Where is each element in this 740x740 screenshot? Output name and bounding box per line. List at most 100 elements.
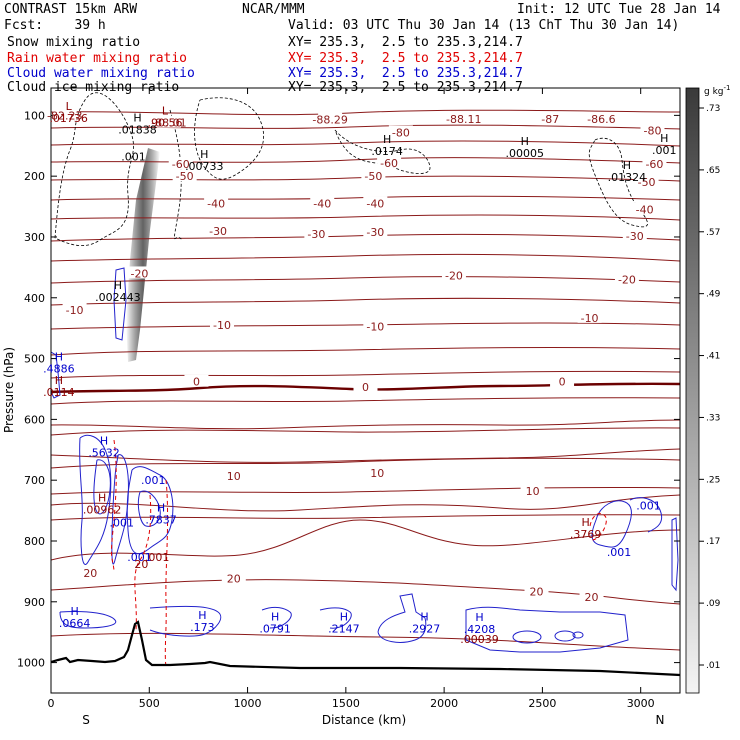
isotherm-line	[51, 157, 680, 164]
isotherm-line	[51, 397, 680, 405]
colorbar-unit: g kg-1	[704, 84, 730, 97]
snow-shading-column	[126, 148, 160, 362]
isotherm-line	[51, 494, 680, 512]
cloud-water-contour	[261, 606, 292, 629]
isotherm-line	[51, 519, 680, 561]
isotherm-label-bg	[441, 268, 466, 281]
contour-value-label: .001	[121, 151, 146, 164]
isotherm-label: -20	[445, 269, 463, 282]
isotherm-label: -10	[66, 304, 84, 317]
x-tick-label: 1000	[234, 697, 262, 710]
isotherm-label-bg	[210, 318, 235, 331]
isotherm-label: -10	[366, 320, 384, 333]
isotherm-label-bg	[156, 115, 181, 128]
isotherm-line	[51, 370, 680, 379]
x-end-label-right: N	[656, 713, 665, 727]
extremum-value: .7837	[145, 513, 177, 526]
colorbar-tick-label: .33	[706, 413, 720, 423]
isotherm-label-bg	[353, 380, 378, 393]
isotherm-label-bg	[221, 468, 246, 481]
x-tick-label: 2000	[430, 697, 458, 710]
isotherm-label: -60	[645, 158, 663, 171]
y-tick-label: 600	[24, 413, 45, 426]
extremum-marker: H	[340, 610, 348, 623]
colorbar	[685, 87, 700, 694]
model-title: CONTRAST 15km ARW	[4, 2, 138, 17]
extremum-value: .01736	[49, 112, 88, 125]
isotherm-label-bg	[520, 484, 545, 497]
extremum-value: .4208	[464, 623, 496, 636]
extremum-value: .01838	[118, 124, 157, 137]
rain-water-contour	[589, 512, 607, 541]
isotherm-label: -88.11	[446, 113, 481, 126]
extremum-value: .3769	[570, 528, 602, 541]
isotherm-line	[51, 297, 680, 306]
isotherm-label-bg	[622, 228, 647, 241]
isotherm-line	[51, 214, 680, 221]
y-tick-label: 200	[24, 170, 45, 183]
isotherm-label-bg	[524, 584, 549, 597]
isotherm-line	[51, 632, 680, 651]
forecast-hour: Fcst: 39 h	[4, 18, 106, 33]
isotherm-line	[51, 276, 680, 284]
isotherm-line	[51, 419, 680, 430]
extremum-marker: H	[114, 279, 122, 292]
x-axis-label: Distance (km)	[322, 713, 406, 727]
isotherm-label: -10	[213, 319, 231, 332]
isotherm-line	[51, 322, 680, 330]
extremum-marker: H	[98, 492, 106, 505]
cloud-ice-contour	[194, 97, 264, 180]
cloud-water-contour	[113, 267, 127, 341]
rain-water-contour	[110, 439, 117, 571]
isotherm-label: -80	[643, 125, 661, 138]
extremum-marker: H	[660, 132, 668, 145]
extremum-marker: H	[623, 159, 631, 172]
isotherm-label: 20	[227, 573, 241, 586]
isotherm-line	[51, 195, 680, 201]
field-rain-xy: XY= 235.3, 2.5 to 235.3,214.7	[288, 51, 523, 66]
x-tick-label: 1500	[332, 697, 360, 710]
extremum-marker: H	[157, 501, 165, 514]
extremum-value: .00962	[83, 504, 122, 517]
isotherm-label: -20	[618, 274, 636, 287]
isotherm-label-bg	[206, 223, 231, 236]
extremum-value: .2147	[328, 622, 360, 635]
extremum-value: .0664	[59, 617, 91, 630]
isotherm-label: -87	[541, 113, 559, 126]
isotherm-label-bg	[614, 272, 639, 285]
extremum-marker: H	[521, 135, 529, 148]
isotherm-label-bg	[634, 175, 659, 188]
cloud-ice-contour	[54, 92, 134, 247]
field-rain-name: Rain water mixing ratio	[7, 51, 188, 66]
extremum-marker: L	[66, 100, 73, 113]
isotherm-label-bg	[52, 108, 77, 121]
extremum-marker: H	[55, 351, 63, 364]
y-tick-label: 400	[24, 292, 45, 305]
isotherm-label: -30	[626, 230, 644, 243]
y-axis-label: Pressure (hPa)	[2, 347, 16, 433]
isotherm-line	[51, 140, 680, 147]
init-time: Init: 12 UTC Tue 28 Jan 14	[517, 2, 721, 17]
isotherm-label: -40	[207, 198, 225, 211]
cloud-water-contour	[79, 434, 112, 565]
isotherm-line	[51, 233, 680, 242]
extremum-value: .2927	[409, 622, 441, 635]
colorbar-tick-label: .65	[706, 166, 720, 176]
x-tick-label: 2500	[528, 697, 556, 710]
contour-value-label: .001	[607, 546, 632, 559]
isotherm-label: 0	[193, 376, 200, 389]
y-tick-label: 500	[24, 353, 45, 366]
isotherm-label-bg	[363, 196, 388, 209]
cloud-ice-contour	[588, 137, 648, 228]
isotherm-label-bg	[451, 112, 476, 125]
isotherm-label-bg	[388, 125, 413, 138]
cloud-water-contour	[51, 351, 61, 399]
extremum-marker: H	[70, 605, 78, 618]
isotherm-label: -88.29	[312, 114, 347, 127]
isotherm-label: -30	[209, 225, 227, 238]
isotherm-label: -60	[172, 158, 190, 171]
isotherm-label-bg	[640, 123, 665, 136]
isotherm-line	[51, 253, 680, 262]
field-snow-xy: XY= 235.3, 2.5 to 235.3,214.7	[288, 35, 523, 50]
